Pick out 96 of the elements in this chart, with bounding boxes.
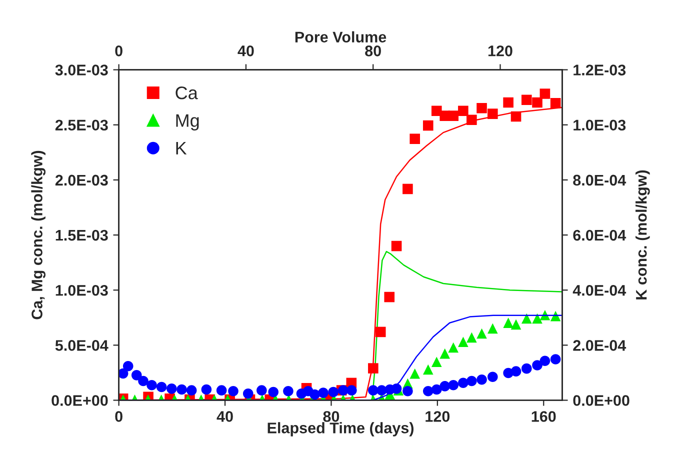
y-tick-label: 2.5E-03 [55, 120, 108, 131]
point [368, 385, 378, 396]
x2-tick-label: 0 [115, 46, 122, 56]
point [256, 385, 267, 396]
point [466, 332, 477, 343]
point [410, 368, 420, 379]
point [318, 388, 328, 398]
point [346, 385, 357, 396]
point [138, 376, 148, 386]
point [186, 385, 197, 396]
point [448, 380, 459, 390]
point [228, 386, 238, 396]
point [550, 354, 561, 364]
point [422, 364, 434, 375]
point [448, 342, 459, 353]
point [476, 374, 487, 385]
point [510, 366, 522, 376]
point [532, 313, 542, 324]
point [156, 382, 167, 392]
legend-label: Ca [176, 86, 198, 100]
point [440, 348, 450, 359]
point [283, 386, 294, 396]
point [440, 381, 450, 392]
legend-label: K [176, 142, 187, 154]
point [410, 134, 420, 144]
point [550, 98, 561, 108]
y-tick-label: 0.0E+00 [52, 395, 108, 406]
point [384, 292, 395, 302]
point [422, 120, 434, 131]
y2-tick-label: 6.0E-04 [573, 230, 626, 241]
y2-tick-label: 4.0E-04 [572, 284, 626, 296]
y2-tick-label: 0.0E+00 [573, 395, 630, 406]
x-tick-label: 80 [323, 411, 340, 422]
point [368, 363, 378, 374]
point [131, 370, 142, 380]
x2-tick-label: 120 [488, 46, 512, 56]
x-tick-label: 160 [532, 411, 556, 422]
legend-label: Mg [176, 114, 199, 131]
x-tick-label: 40 [216, 411, 233, 422]
point [458, 378, 468, 388]
point [466, 114, 477, 126]
point [532, 97, 542, 108]
y-tick-label: 5.0E-04 [55, 340, 108, 351]
x-tick-label: 0 [115, 411, 122, 422]
point [402, 184, 413, 194]
y-tick-label: 3.0E-03 [55, 64, 108, 76]
y2-tick-label: 2.0E-04 [573, 340, 626, 351]
point [488, 108, 498, 119]
point [310, 389, 320, 400]
x2-axis-title: Pore Volume [295, 31, 386, 42]
point [146, 380, 157, 390]
point [118, 368, 128, 379]
point [422, 386, 434, 396]
y2-tick-label: 1.0E-03 [574, 120, 626, 131]
point [540, 88, 550, 99]
point [521, 94, 532, 105]
point [532, 360, 542, 370]
point [458, 106, 468, 116]
y2-axis-title: K conc. (mol/kgw) [636, 170, 650, 300]
y2-tick-label: 1.2E-03 [574, 64, 626, 76]
point [540, 356, 550, 366]
point [431, 356, 442, 368]
point [448, 110, 459, 121]
point [488, 372, 498, 382]
point [242, 388, 254, 399]
point [503, 97, 514, 108]
point [402, 386, 413, 396]
y-tick-label: 1.5E-03 [56, 230, 108, 241]
x2-tick-label: 80 [365, 46, 381, 56]
x-tick-label: 120 [426, 411, 450, 422]
point [510, 111, 522, 122]
point [216, 385, 227, 396]
x-axis-title: Elapsed Time (days) [268, 422, 414, 436]
point [458, 336, 468, 348]
point [503, 318, 514, 328]
point [268, 386, 278, 398]
point [476, 328, 487, 339]
y-tick-label: 2.0E-03 [55, 174, 108, 186]
point [521, 313, 532, 324]
point [488, 323, 498, 334]
point [176, 384, 187, 395]
point [391, 240, 402, 252]
point [166, 384, 177, 394]
point [510, 319, 522, 330]
point [201, 384, 212, 395]
y-axis-title: Ca, Mg conc. (mol/kgw) [31, 150, 46, 320]
y2-tick-label: 8.0E-04 [573, 174, 626, 186]
point [476, 102, 487, 114]
point [122, 360, 134, 372]
point [328, 386, 338, 398]
x2-tick-label: 40 [238, 46, 254, 56]
point [375, 326, 386, 338]
point [466, 376, 477, 386]
point [521, 363, 532, 374]
point [431, 384, 442, 395]
y-tick-label: 1.0E-03 [56, 284, 108, 296]
